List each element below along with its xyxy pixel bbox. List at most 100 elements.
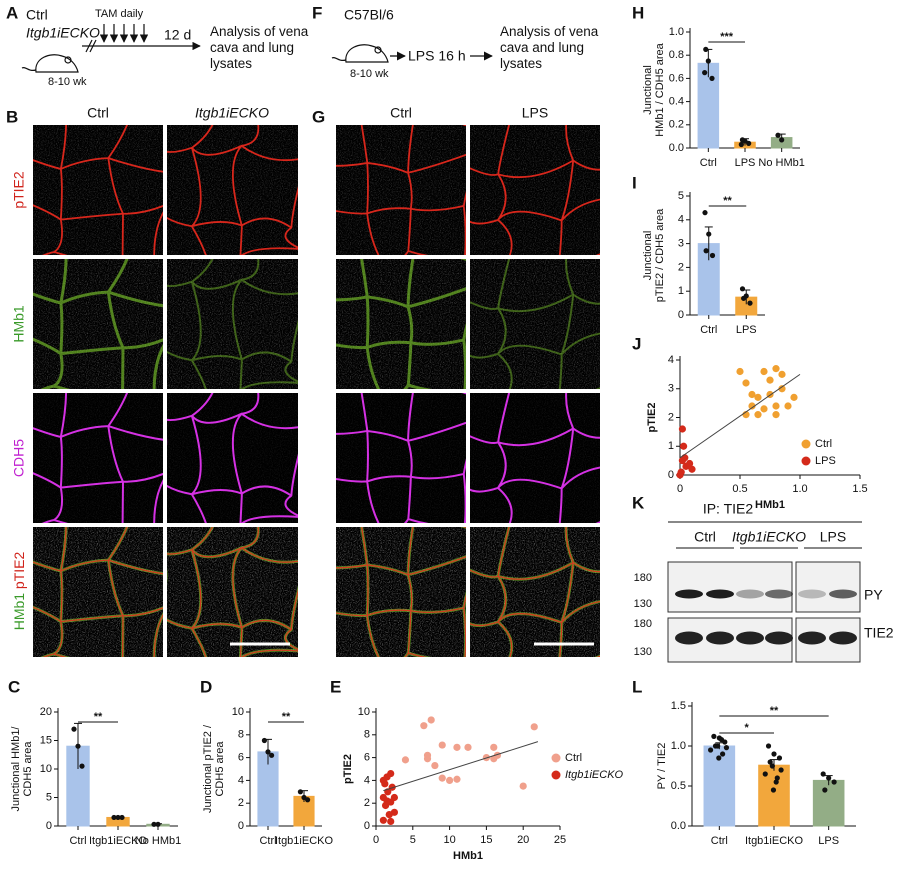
data-point	[831, 779, 837, 785]
y-tick-label: 1.5	[671, 700, 686, 712]
data-point	[519, 782, 527, 790]
data-point	[769, 763, 775, 769]
data-point	[676, 471, 684, 479]
image-texture	[33, 393, 163, 523]
micrograph	[470, 125, 600, 255]
image-texture	[336, 125, 466, 255]
data-point	[427, 716, 435, 724]
data-point	[387, 769, 395, 778]
blot-title: IP: TIE2	[703, 501, 754, 517]
y-axis-label: CDH5 area	[214, 741, 226, 797]
data-point	[678, 425, 687, 433]
y-tick-label: 1	[678, 285, 684, 297]
y-tick-label: 5	[46, 791, 52, 803]
y-tick-label: 0.8	[669, 49, 684, 61]
data-point	[776, 755, 783, 761]
data-point	[305, 797, 311, 803]
x-tick-label: Itgb1iECKO	[275, 835, 334, 847]
column-header: Ctrl	[390, 105, 412, 121]
data-point	[820, 771, 826, 777]
y-axis-label: pTIE2 / CDH5 area	[654, 208, 666, 302]
y-tick-label: 4	[668, 354, 674, 366]
panel-label: A	[6, 3, 18, 22]
x-tick-label: Itgb1iECKO	[745, 835, 804, 847]
data-point	[709, 252, 716, 259]
x-tick-label: LPS	[736, 324, 757, 336]
micrograph	[470, 393, 600, 523]
group-label: LPS	[820, 529, 846, 545]
image-texture	[33, 259, 163, 389]
significance-label: *	[745, 722, 750, 734]
y-tick-label: 10	[40, 763, 52, 775]
y-tick-label: 20	[40, 706, 52, 718]
panel-label: D	[200, 677, 212, 696]
micrograph	[470, 527, 600, 657]
cell-junction	[470, 259, 600, 389]
data-point	[705, 58, 711, 64]
data-point	[490, 743, 498, 751]
y-tick-label: 0.4	[669, 96, 684, 108]
data-point	[423, 755, 432, 763]
data-point	[784, 402, 792, 410]
band	[706, 631, 734, 645]
data-point	[742, 379, 750, 387]
data-point	[680, 442, 688, 450]
panel-label: F	[312, 3, 322, 22]
y-axis-label: pTIE2	[646, 403, 658, 433]
data-point	[686, 459, 694, 468]
image-texture	[336, 393, 466, 523]
x-tick-label: Itgb1iECKO	[89, 835, 148, 847]
panel-label: C	[8, 677, 20, 696]
data-point	[453, 743, 461, 751]
band	[765, 589, 793, 599]
data-point	[779, 137, 785, 143]
data-point	[709, 75, 715, 81]
legend-label: LPS	[815, 455, 836, 467]
y-tick-label: 6	[364, 752, 370, 764]
x-tick-label: 25	[554, 834, 566, 846]
micrograph	[167, 259, 298, 389]
x-tick-label: 20	[517, 834, 529, 846]
data-point	[431, 761, 439, 770]
y-tick-label: 5	[678, 190, 684, 202]
cell-junction	[336, 125, 466, 255]
row-label: pTIE2	[11, 171, 27, 209]
data-point	[738, 141, 744, 148]
row-label: CDH5	[11, 439, 27, 477]
data-point	[261, 737, 267, 744]
y-tick-label: 3	[678, 238, 684, 250]
data-point	[401, 756, 410, 764]
significance-label: **	[770, 705, 779, 717]
panel-label: B	[6, 107, 18, 126]
data-point	[379, 816, 387, 824]
data-point	[265, 749, 271, 755]
y-tick-label: 15	[40, 734, 52, 746]
data-point	[119, 814, 125, 821]
data-point	[711, 733, 717, 740]
y-tick-label: 10	[358, 706, 370, 718]
x-axis-label: HMb1	[453, 850, 483, 862]
legend-marker	[551, 770, 561, 780]
row-label: HMb1 pTIE2	[11, 551, 27, 630]
image-texture	[336, 259, 466, 389]
band	[765, 631, 793, 645]
data-point	[716, 755, 722, 761]
image-texture	[470, 527, 600, 657]
band	[736, 589, 764, 599]
data-point	[718, 737, 725, 743]
image-texture	[470, 125, 600, 255]
micrograph	[167, 393, 298, 523]
band	[736, 631, 764, 645]
band	[829, 589, 857, 599]
cell-junction	[167, 527, 298, 657]
trend-line	[679, 373, 801, 459]
significance-label: **	[723, 195, 732, 207]
cell-junction	[470, 393, 600, 523]
data-point	[115, 814, 121, 821]
y-tick-label: 4	[238, 774, 244, 786]
significance-label: **	[94, 711, 103, 723]
y-axis-label: Junctional pTIE2 /	[202, 724, 214, 813]
y-tick-label: 0	[238, 820, 244, 832]
data-point	[111, 814, 117, 821]
